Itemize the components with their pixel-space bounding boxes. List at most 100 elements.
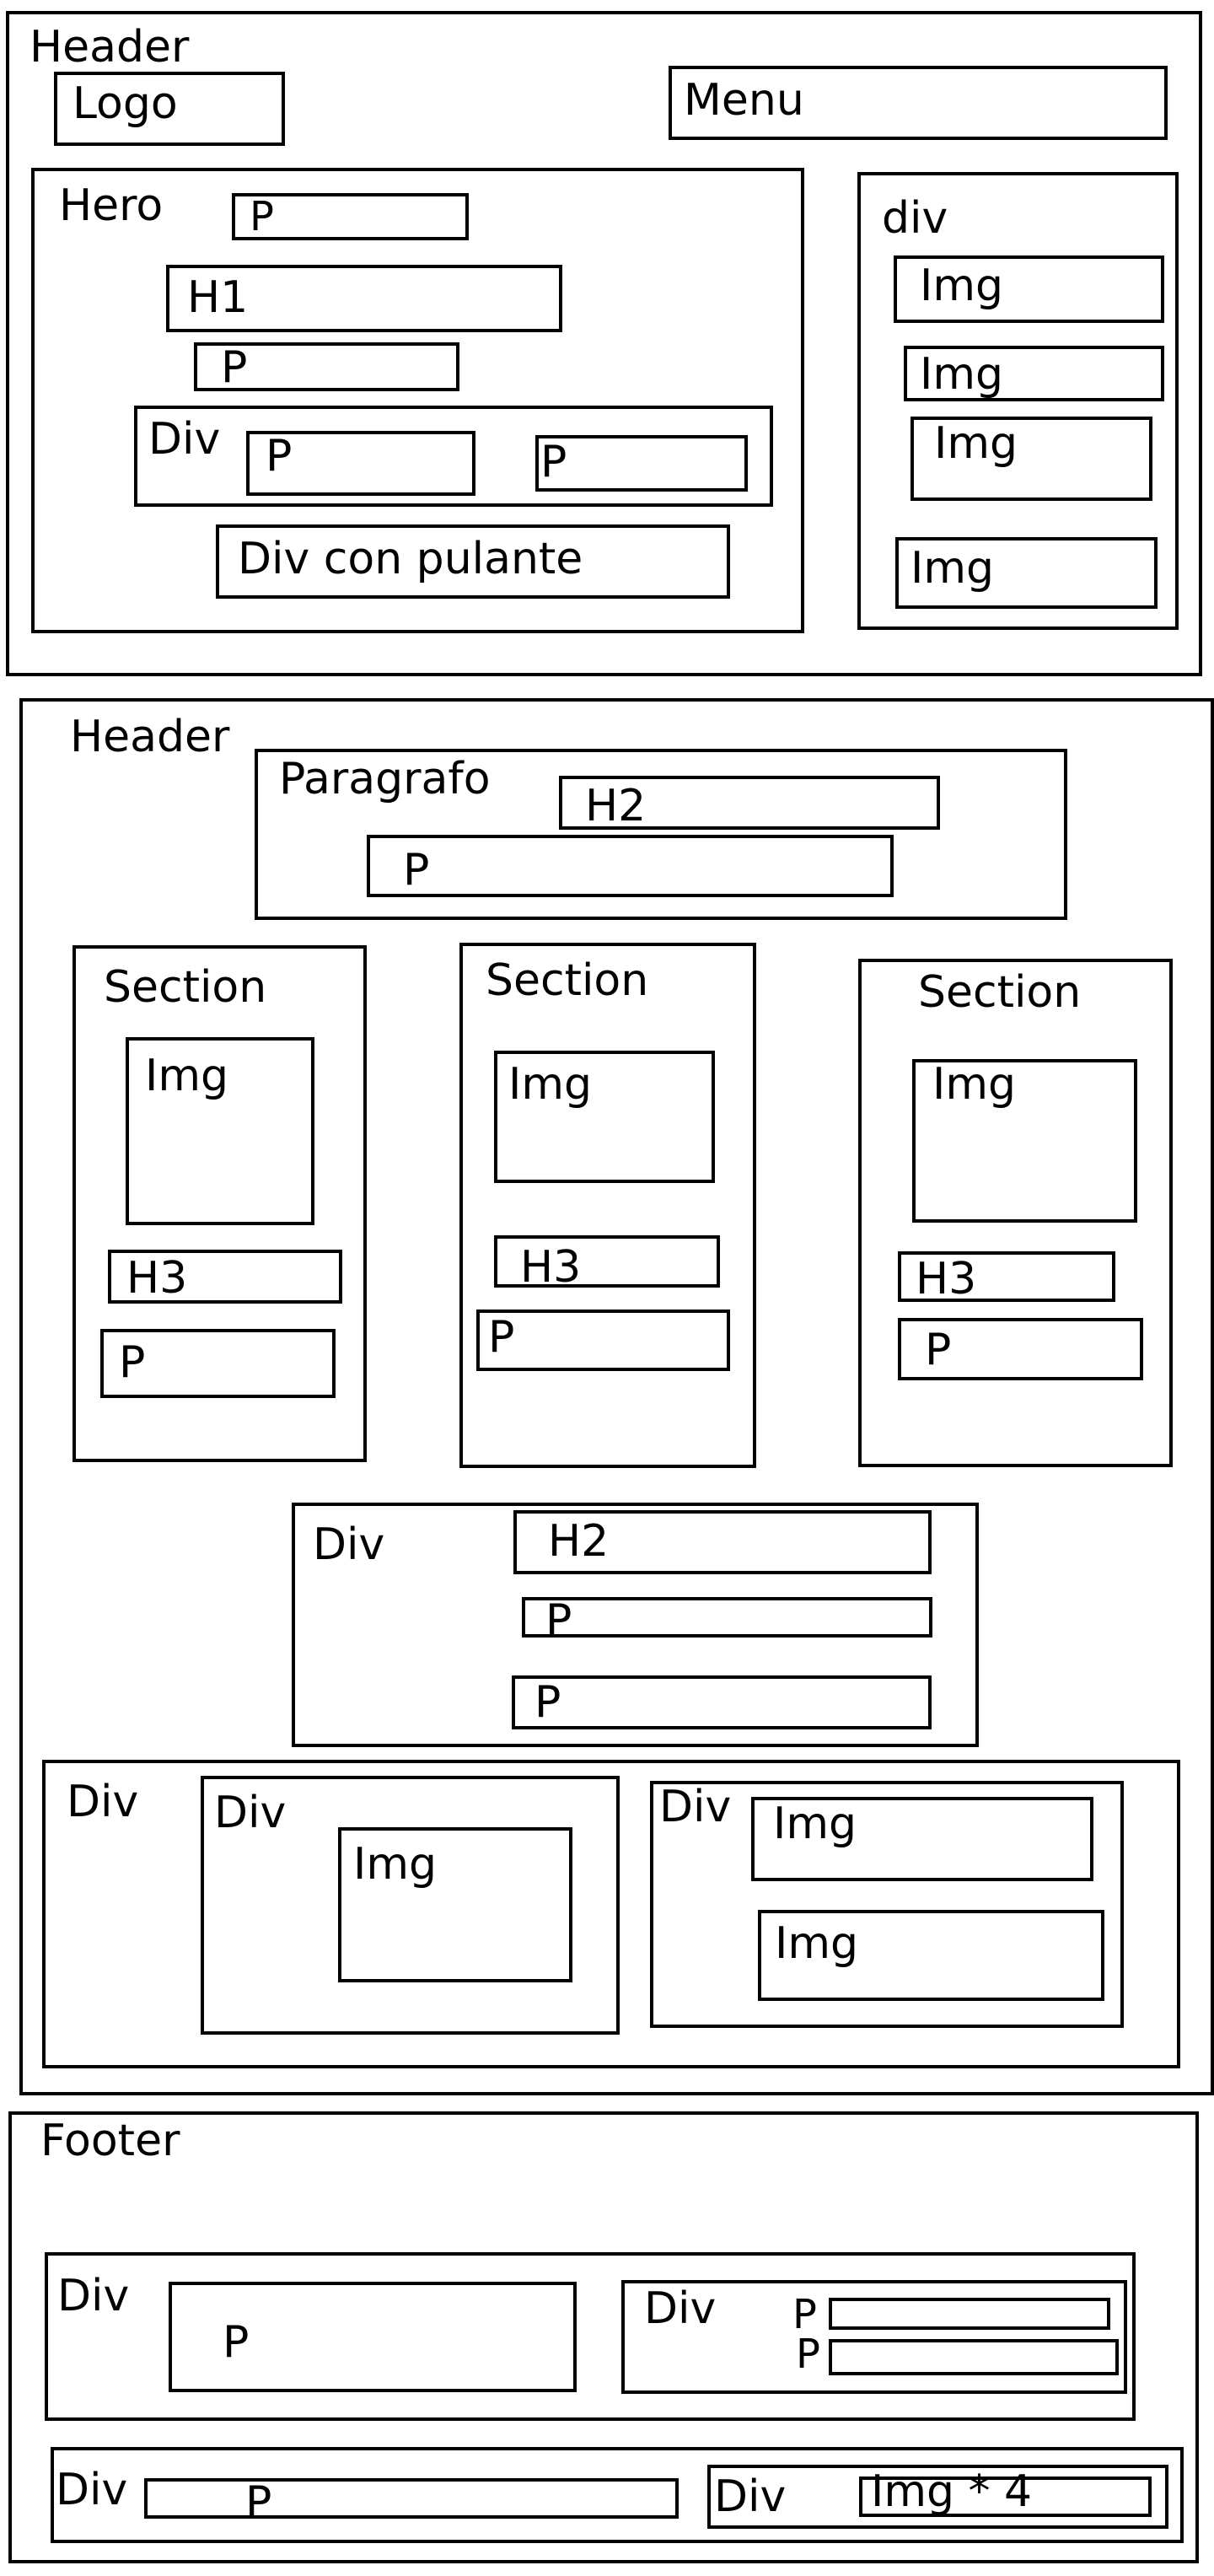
side-img-3-box (910, 417, 1152, 501)
footer-row-2-inner-label: Div (714, 2471, 787, 2522)
section-2-p-label: P (488, 1312, 515, 1363)
center-div-p1-label: P (545, 1595, 572, 1646)
center-div-p2-label: P (534, 1677, 561, 1728)
section-2-label: Section (486, 955, 649, 1006)
section-3-h3-box (898, 1251, 1115, 1302)
bottom-left-div-label: Div (214, 1788, 287, 1838)
hero-div-p-right-box (535, 435, 748, 492)
header-1 (6, 11, 1202, 676)
header-1-label: Header (30, 22, 190, 73)
footer-row-1-inner-label: Div (644, 2283, 717, 2334)
section-3-p-label: P (925, 1325, 952, 1375)
hero-div-box (134, 406, 773, 507)
section-1-img-label: Img (145, 1051, 228, 1101)
hero-div-label: Div (148, 414, 221, 465)
center-div-label: Div (313, 1519, 385, 1570)
footer-row-1-p2-box (829, 2339, 1119, 2375)
hero-button-div-box (216, 524, 730, 599)
logo-label: Logo (73, 78, 178, 129)
footer (8, 2111, 1199, 2563)
section-1-h3-label: H3 (126, 1253, 188, 1304)
footer-row-2-inner-box (707, 2465, 1168, 2529)
section-3-h3-label: H3 (916, 1254, 977, 1304)
footer-row-2-label: Div (56, 2465, 128, 2515)
bottom-div-label: Div (67, 1777, 139, 1827)
side-div-box (857, 172, 1179, 630)
bottom-right-img-1-box (751, 1797, 1093, 1881)
hero-label: Hero (59, 180, 164, 231)
section-1-h3-box (108, 1250, 342, 1304)
side-div-label: div (882, 193, 948, 244)
section-3-p-box (898, 1318, 1143, 1380)
side-img-2-label: Img (920, 349, 1003, 400)
footer-row-1-label: Div (57, 2271, 130, 2321)
section-3-box (858, 959, 1173, 1467)
paragraph-block-label: Paragrafo (279, 754, 491, 804)
side-img-4-label: Img (910, 543, 994, 594)
menu-box (669, 66, 1168, 140)
section-2-p-box (476, 1310, 730, 1371)
footer-row-1-p2-label: P (796, 2331, 820, 2378)
paragraph-block-box (255, 749, 1067, 920)
hero-p-mid-box (194, 342, 459, 391)
hero-p-top-box (232, 193, 469, 240)
center-div-p1-box (522, 1597, 932, 1638)
section-1-box (73, 945, 367, 1462)
hero-h1-label: H1 (187, 272, 249, 323)
section-3-label: Section (918, 967, 1082, 1018)
hero-p-top-label: P (250, 193, 274, 240)
footer-row-1-p1-box (829, 2298, 1110, 2330)
footer-label: Footer (40, 2116, 180, 2166)
section-2-box (459, 943, 756, 1468)
bottom-left-img-box (338, 1827, 572, 1982)
hero-div-p-right-label: P (540, 437, 567, 487)
menu-label: Menu (684, 75, 804, 126)
center-div-p2-box (512, 1675, 932, 1729)
bottom-right-img-2-label: Img (775, 1918, 858, 1969)
footer-row-2-img-box (859, 2477, 1152, 2517)
side-img-2-box (904, 346, 1164, 401)
paragraph-h2-label: H2 (585, 781, 647, 831)
paragraph-p-label: P (403, 845, 430, 895)
hero-p-mid-label: P (221, 342, 248, 393)
section-3-img-box (912, 1059, 1137, 1223)
bottom-right-div-box (650, 1781, 1124, 2028)
header-2 (19, 698, 1214, 2095)
hero-div-p-left-box (246, 431, 475, 496)
hero-div-p-left-label: P (266, 431, 293, 481)
paragraph-p-box (367, 835, 894, 897)
section-2-img-box (494, 1051, 715, 1183)
bottom-right-div-label: Div (659, 1782, 732, 1832)
bottom-left-img-label: Img (353, 1839, 437, 1890)
section-1-p-box (100, 1329, 336, 1398)
side-img-3-label: Img (934, 418, 1018, 469)
side-img-1-label: Img (920, 261, 1003, 311)
footer-row-2-box (51, 2447, 1184, 2543)
footer-row-1-box (45, 2252, 1136, 2421)
section-3-img-label: Img (932, 1059, 1016, 1110)
hero-box (31, 168, 804, 633)
bottom-div-box (42, 1760, 1180, 2068)
center-div-h2-box (513, 1510, 932, 1574)
footer-row-1-inner-box (621, 2280, 1127, 2394)
section-1-label: Section (104, 962, 267, 1013)
footer-row-2-p-label: P (245, 2477, 272, 2528)
bottom-right-img-1-label: Img (773, 1799, 857, 1849)
section-2-h3-box (494, 1235, 720, 1288)
paragraph-h2-box (559, 776, 940, 830)
footer-row-1-p1-label: P (792, 2291, 817, 2338)
hero-h1-box (166, 265, 562, 332)
section-2-img-label: Img (508, 1059, 592, 1110)
center-div-box (292, 1503, 979, 1747)
center-div-h2-label: H2 (548, 1516, 610, 1567)
header-2-label: Header (70, 712, 230, 762)
bottom-right-img-2-box (758, 1910, 1104, 2001)
footer-row-2-p-box (144, 2478, 679, 2519)
logo-box (54, 72, 285, 146)
footer-row-1-p-box (169, 2282, 577, 2392)
footer-row-1-p-label: P (223, 2317, 250, 2368)
section-2-h3-label: H3 (520, 1242, 582, 1293)
section-1-p-label: P (119, 1337, 146, 1388)
side-img-1-box (894, 255, 1164, 323)
bottom-left-div-box (201, 1776, 620, 2035)
